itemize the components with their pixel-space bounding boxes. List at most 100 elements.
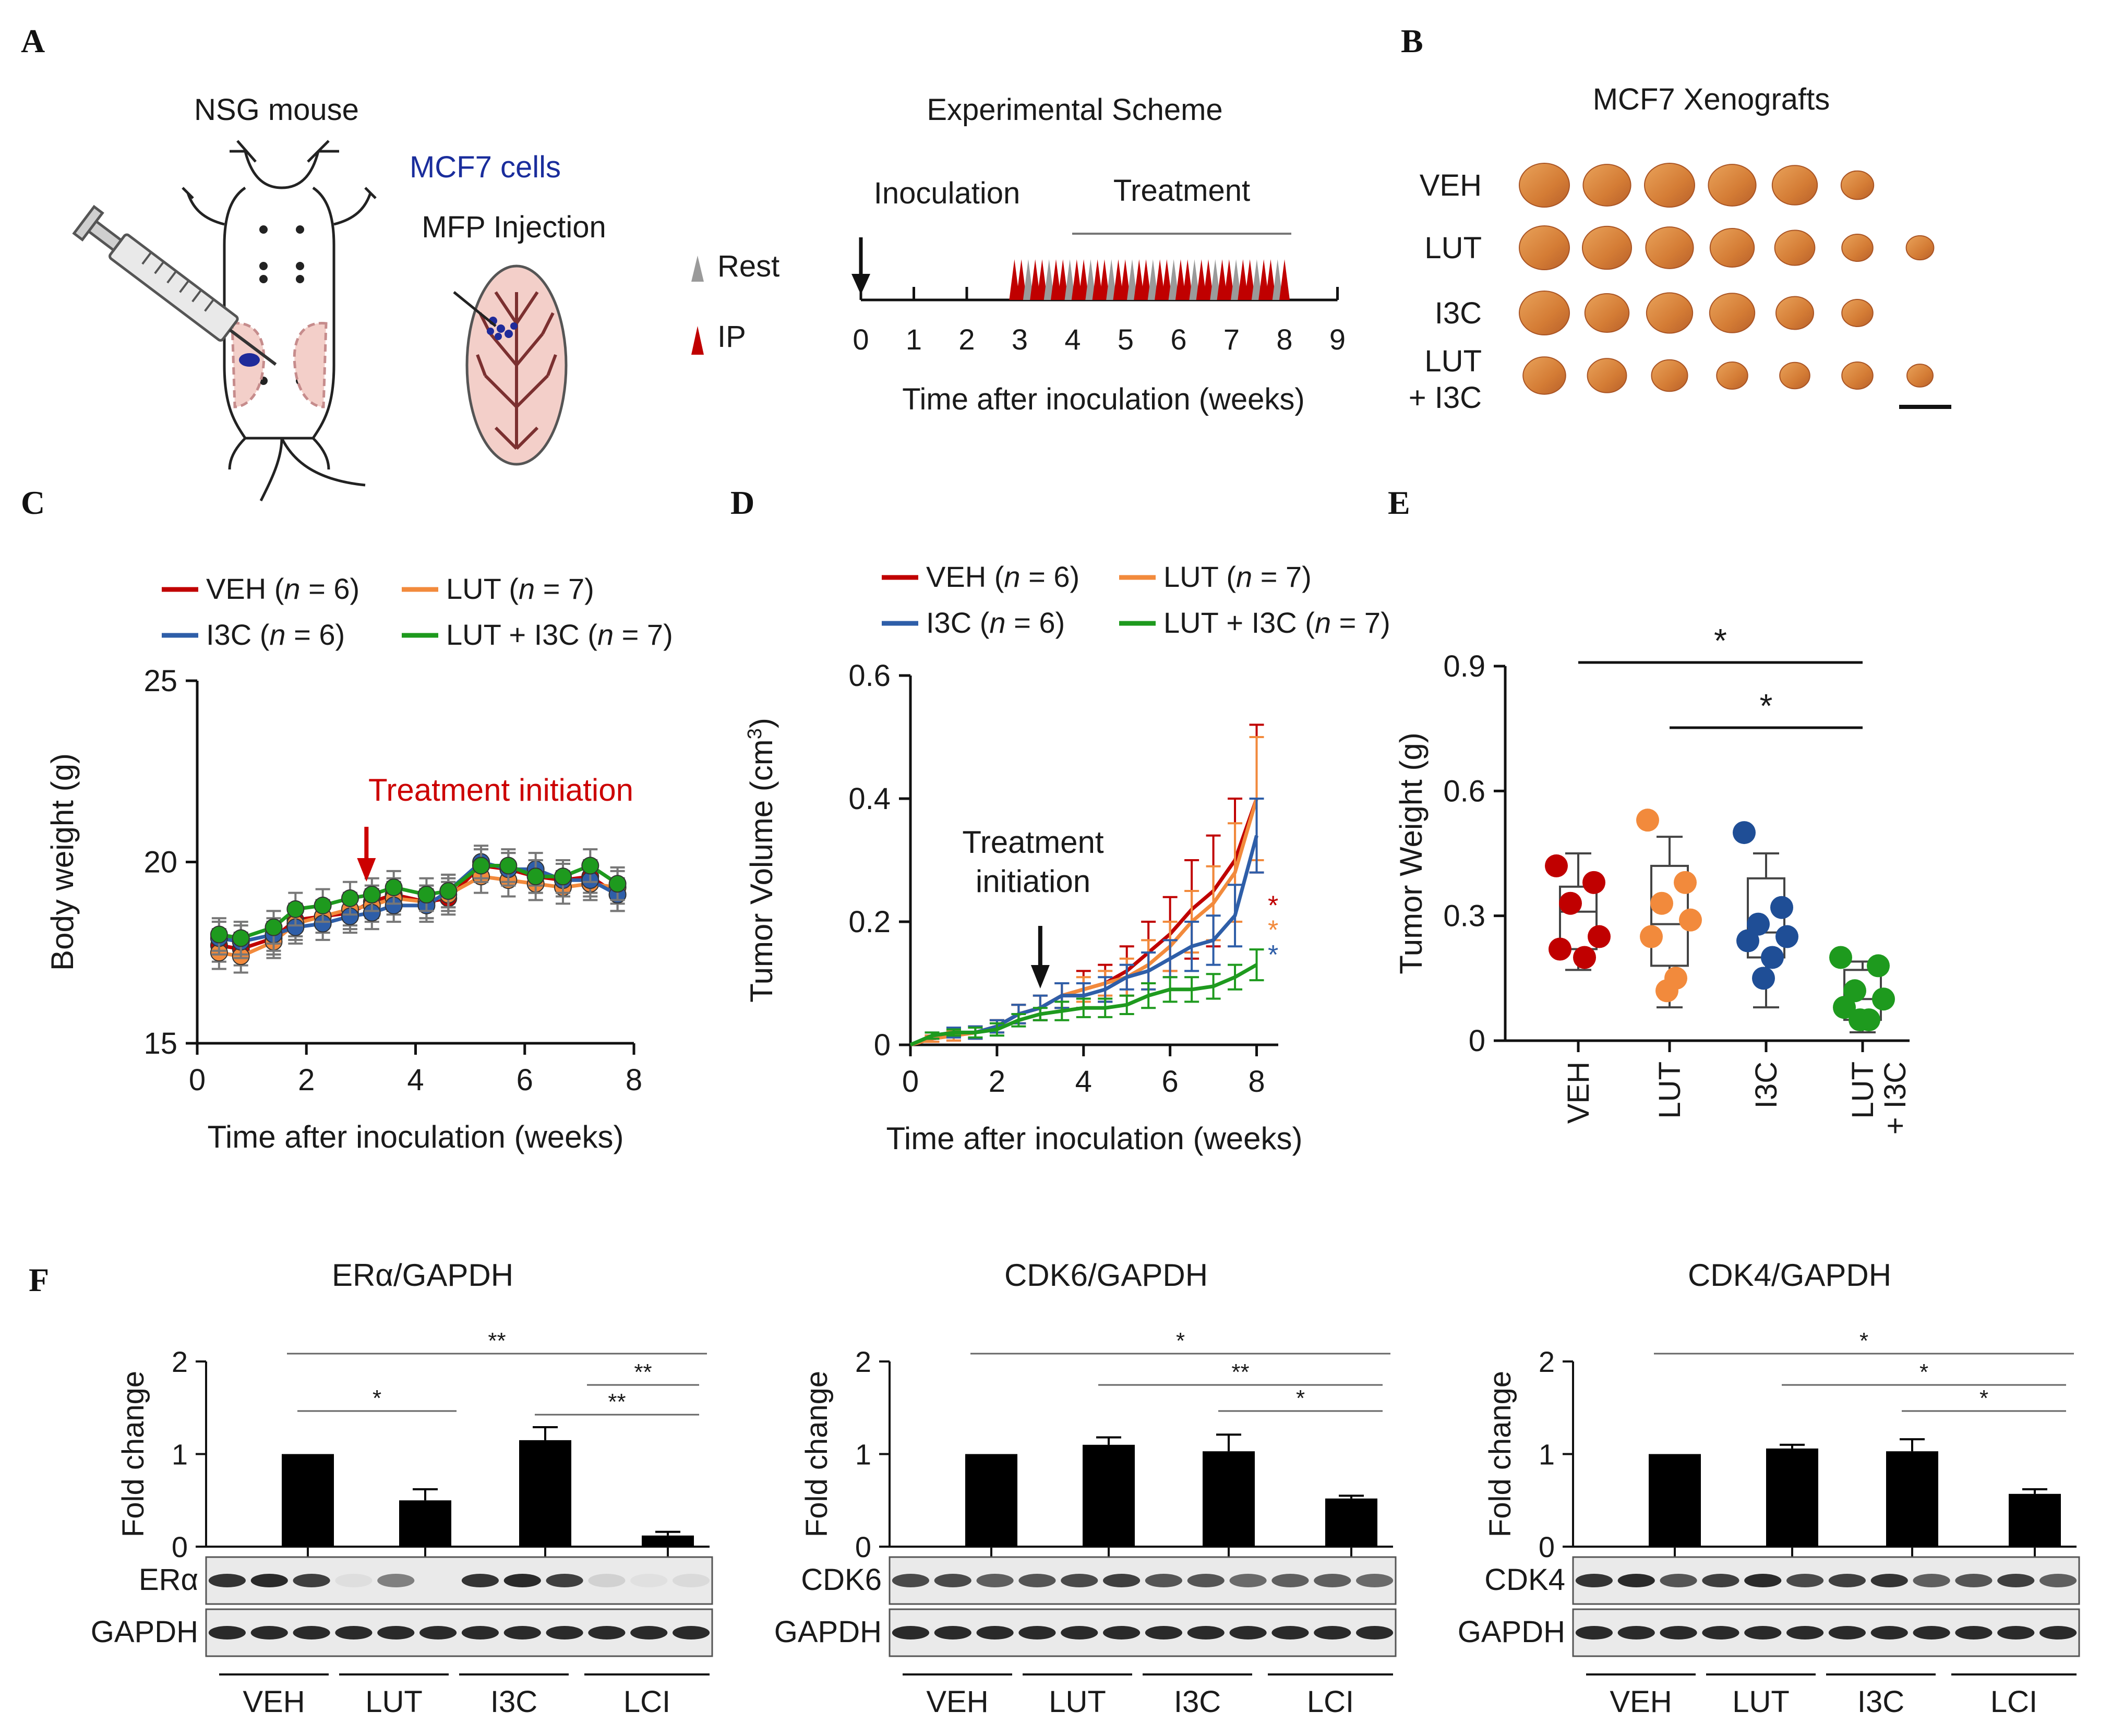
data-point (1761, 946, 1784, 969)
ip-dose-spike (1141, 259, 1151, 300)
blot-label: GAPDH (774, 1615, 882, 1649)
y-axis-label: Fold change (116, 1371, 150, 1537)
y-tick-label: 0 (874, 1028, 891, 1062)
data-point (1833, 996, 1856, 1019)
blot-band (1229, 1626, 1267, 1639)
mouse-title: NSG mouse (194, 93, 359, 127)
blot-band (892, 1574, 929, 1587)
x-tick-label: 2 (298, 1063, 315, 1097)
ip-dose-spike (1120, 259, 1131, 300)
blot-band (1997, 1626, 2035, 1639)
bar (1203, 1451, 1255, 1547)
legend-label: I3C (n = 6) (926, 606, 1065, 639)
blot-band (1061, 1626, 1098, 1639)
tumor-specimen (1522, 356, 1566, 395)
ip-dose-spike (1030, 259, 1041, 300)
rest-spike (1064, 259, 1075, 300)
x-tick-label: 8 (1248, 1065, 1265, 1099)
blot-band (2039, 1626, 2077, 1639)
blot-strip (889, 1608, 1397, 1657)
ip-dose-spike (1161, 259, 1172, 300)
blot-band (1702, 1626, 1739, 1639)
y-tick-label: 0.3 (1443, 899, 1485, 933)
rest-spike (1272, 259, 1283, 300)
bar (965, 1454, 1017, 1547)
significance-label: ** (608, 1389, 626, 1415)
chart-title: ERα/GAPDH (332, 1258, 513, 1293)
legend-label: LUT + I3C (n = 7) (446, 618, 673, 651)
blot-band (250, 1626, 288, 1639)
tumor-specimen (1771, 165, 1818, 206)
x-tick-label: + I3C (1878, 1062, 1912, 1135)
xenograft-group-label: + I3C (1409, 381, 1482, 415)
blot-label: GAPDH (1458, 1615, 1565, 1649)
blot-band (1145, 1574, 1182, 1587)
blot-band (503, 1626, 541, 1639)
rest-spike (1147, 259, 1158, 300)
blot-band (1061, 1574, 1098, 1587)
chart-title: CDK6/GAPDH (1004, 1258, 1208, 1293)
data-point (1775, 925, 1798, 948)
ip-dose-spike (1134, 259, 1145, 300)
blot-band (546, 1626, 583, 1639)
data-point (526, 867, 545, 886)
scheme-tick-label: 8 (1276, 323, 1292, 356)
y-tick-label: 0.2 (848, 905, 891, 939)
mfp-injection-label: MFP Injection (422, 210, 606, 244)
lane-group-label: LCI (1307, 1685, 1354, 1719)
blot-band (377, 1626, 415, 1639)
blot-band (1103, 1574, 1141, 1587)
ip-dose-spike (1203, 259, 1214, 300)
data-point (1650, 891, 1673, 915)
blot-band (1617, 1574, 1655, 1587)
lane-group-label: LUT (365, 1685, 423, 1719)
blot-band (293, 1574, 330, 1587)
ip-dose-spike (1078, 259, 1089, 300)
bar (2009, 1493, 2061, 1547)
x-tick-label: 8 (626, 1063, 642, 1097)
data-point (1549, 937, 1571, 961)
blot-band (208, 1626, 246, 1639)
y-axis-label: Fold change (800, 1371, 834, 1537)
tumor-specimen (1584, 293, 1630, 333)
blot-strip (205, 1556, 713, 1605)
y-tick-label: 0 (172, 1530, 188, 1563)
data-point (1655, 979, 1678, 1003)
data-point (1843, 979, 1866, 1003)
y-axis-label: Fold change (1483, 1371, 1517, 1537)
scheme-tick-label: 3 (1012, 323, 1028, 356)
ip-dose-spike (1265, 259, 1276, 300)
data-point (1640, 925, 1663, 948)
data-point (499, 857, 518, 875)
scheme-xlabel: Time after inoculation (weeks) (902, 382, 1304, 416)
data-point (1582, 871, 1605, 894)
significance-label: * (1760, 687, 1773, 725)
blot-band (2039, 1574, 2077, 1587)
blot-band (1314, 1574, 1351, 1587)
data-point (581, 857, 599, 875)
y-axis-label: Tumor Volume (cm3) (744, 718, 779, 1003)
blot-label: CDK6 (801, 1563, 882, 1597)
blot-band (461, 1574, 499, 1587)
bar (1325, 1498, 1377, 1547)
xenograft-group-label: VEH (1420, 168, 1482, 202)
data-point (1736, 929, 1759, 953)
y-tick-label: 20 (143, 846, 177, 879)
panel-f-cdk4: CDK4/GAPDH 0 1 2 Fold change * * * CDK4 GAPDH VEH L… (1458, 1258, 2080, 1719)
blot-strip (889, 1556, 1397, 1605)
data-point (1588, 925, 1611, 948)
blot-band (1271, 1574, 1309, 1587)
ip-dose-spike (1092, 259, 1103, 300)
data-point (1770, 896, 1793, 919)
blot-band (1828, 1626, 1866, 1639)
rest-spike (1189, 259, 1200, 300)
significance-label: * (1714, 622, 1727, 659)
y-tick-label: 15 (143, 1027, 177, 1060)
significance-marker: * (1268, 890, 1278, 921)
treatment-initiation-label: Treatment (962, 825, 1104, 860)
ip-dose-spike (1113, 259, 1124, 300)
blot-label: ERα (139, 1563, 198, 1597)
tumor-specimen (1651, 359, 1688, 392)
y-tick-label: 0.9 (1443, 649, 1485, 683)
